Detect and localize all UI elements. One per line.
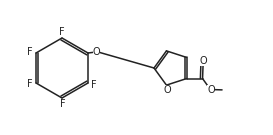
Text: F: F [91,80,96,90]
Text: F: F [59,27,65,37]
Text: F: F [27,47,33,57]
Text: O: O [207,85,215,95]
Text: F: F [27,79,33,89]
Text: F: F [60,99,66,109]
Text: O: O [93,47,100,57]
Text: O: O [163,85,171,95]
Text: O: O [199,56,207,66]
